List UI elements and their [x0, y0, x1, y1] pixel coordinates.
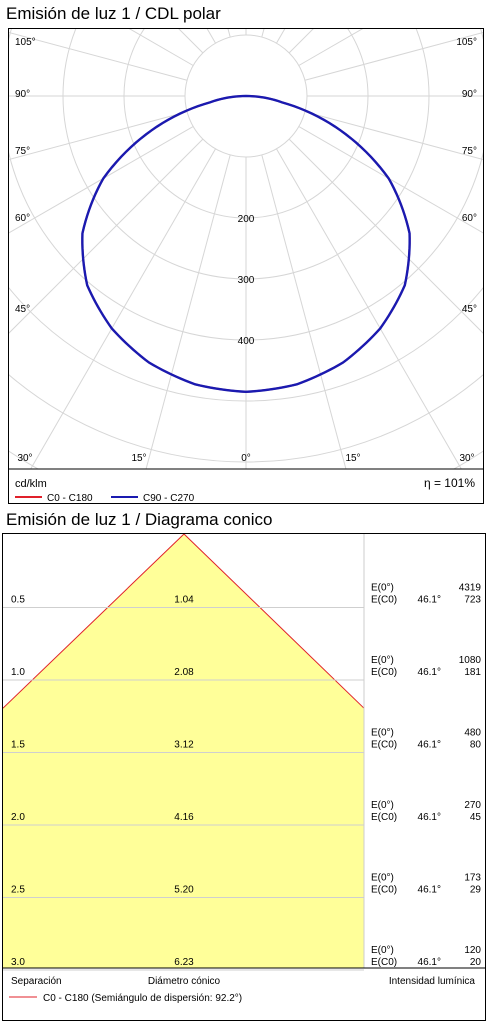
- ec0-label: E(C0): [371, 667, 397, 678]
- ec0-value: 723: [464, 595, 481, 606]
- cone-edge-left: [3, 534, 185, 709]
- grid-ray: [276, 148, 462, 469]
- diameter-value: 5.20: [174, 885, 194, 896]
- angle-label: 60°: [462, 213, 477, 224]
- e0-label: E(0°): [371, 583, 394, 594]
- grid-ray: [298, 126, 483, 234]
- radial-tick-label: 200: [238, 214, 255, 225]
- diameter-value: 2.08: [174, 667, 194, 678]
- grid-ray: [145, 154, 231, 469]
- angle-label: 90°: [15, 89, 30, 100]
- polar-chart: 200 300 400 105° 105° 90° 90° 75° 75° 60° 60° 45° 45…: [9, 29, 483, 503]
- diameter-value: 6.23: [174, 957, 194, 968]
- separation-value: 2.5: [11, 885, 25, 896]
- grid-ray: [304, 111, 483, 161]
- cone-area: [3, 534, 364, 968]
- angle-label: 75°: [15, 146, 30, 157]
- angle-label: 45°: [462, 304, 477, 315]
- diameter-value: 1.04: [174, 595, 194, 606]
- half-angle-value: 46.1°: [418, 740, 441, 751]
- grid-ray: [9, 138, 204, 334]
- e0-label: E(0°): [371, 945, 394, 956]
- legend-c0-label: C0 - C180: [47, 493, 93, 503]
- e0-label: E(0°): [371, 655, 394, 666]
- series-curve-c90-c270: [81, 94, 411, 394]
- ec0-value: 29: [470, 885, 482, 896]
- ec0-label: E(C0): [371, 885, 397, 896]
- grid-ray: [178, 29, 204, 54]
- e0-label: E(0°): [371, 873, 394, 884]
- radial-tick-label: 400: [238, 336, 255, 347]
- ec0-label: E(C0): [371, 957, 397, 968]
- cone-panel: 0.5 1.04 E(0°) 4319 E(C0) 46.1° 723 1.0 2.08 E(0°…: [2, 533, 486, 1021]
- ec0-value: 80: [470, 740, 482, 751]
- half-angle-value: 46.1°: [418, 812, 441, 823]
- e0-value: 120: [464, 945, 481, 956]
- grid-ray: [9, 111, 188, 161]
- cone-legend-label: C0 - C180 (Semiángulo de dispersión: 92.…: [43, 993, 242, 1004]
- angle-label: 15°: [131, 453, 146, 464]
- col-separation-label: Separación: [11, 976, 62, 987]
- half-angle-value: 46.1°: [418, 957, 441, 968]
- e0-label: E(0°): [371, 800, 394, 811]
- cone-edge-right: [183, 534, 365, 709]
- grid-ray: [288, 29, 314, 54]
- angle-label: 45°: [15, 304, 30, 315]
- unit-label: cd/klm: [15, 478, 47, 490]
- diameter-value: 4.16: [174, 812, 194, 823]
- e0-value: 4319: [459, 583, 482, 594]
- cone-title: Emisión de luz 1 / Diagrama conico: [6, 510, 273, 529]
- ec0-label: E(C0): [371, 812, 397, 823]
- half-angle-value: 46.1°: [418, 595, 441, 606]
- e0-value: 173: [464, 873, 481, 884]
- separation-value: 1.0: [11, 667, 25, 678]
- angle-label: 105°: [456, 37, 477, 48]
- separation-value: 0.5: [11, 595, 25, 606]
- grid-ray: [9, 31, 188, 81]
- ec0-value: 181: [464, 667, 481, 678]
- ec0-label: E(C0): [371, 740, 397, 751]
- col-intensity-label: Intensidad lumínica: [389, 976, 476, 987]
- radial-tick-label: 300: [238, 275, 255, 286]
- e0-value: 480: [464, 728, 481, 739]
- angle-label: 15°: [345, 453, 360, 464]
- ec0-value: 20: [470, 957, 482, 968]
- angle-label: 75°: [462, 146, 477, 157]
- grid-ray: [261, 154, 347, 469]
- separation-value: 3.0: [11, 957, 25, 968]
- angle-label: 30°: [459, 453, 474, 464]
- cone-chart: 0.5 1.04 E(0°) 4319 E(C0) 46.1° 723 1.0 2.08 E(0°…: [3, 534, 485, 1004]
- separation-value: 1.5: [11, 740, 25, 751]
- legend-c90-label: C90 - C270: [143, 493, 195, 503]
- e0-value: 1080: [459, 655, 482, 666]
- polar-panel: 200 300 400 105° 105° 90° 90° 75° 75° 60° 60° 45° 45…: [8, 28, 484, 504]
- efficiency-label: η = 101%: [424, 476, 475, 490]
- angle-label: 105°: [15, 37, 36, 48]
- half-angle-value: 46.1°: [418, 885, 441, 896]
- e0-value: 270: [464, 800, 481, 811]
- half-angle-value: 46.1°: [418, 667, 441, 678]
- col-diameter-label: Diámetro cónico: [148, 976, 221, 987]
- diameter-value: 3.12: [174, 740, 194, 751]
- grid-ray: [288, 138, 483, 334]
- grid-ray: [30, 148, 216, 469]
- grid-ray: [9, 126, 194, 234]
- angle-label: 30°: [17, 453, 32, 464]
- angle-label: 90°: [462, 89, 477, 100]
- angle-label: 0°: [241, 453, 251, 464]
- ec0-value: 45: [470, 812, 482, 823]
- angle-label: 60°: [15, 213, 30, 224]
- ec0-label: E(C0): [371, 595, 397, 606]
- polar-title: Emisión de luz 1 / CDL polar: [6, 4, 221, 23]
- grid-ray: [128, 29, 194, 66]
- e0-label: E(0°): [371, 728, 394, 739]
- grid-ray: [304, 31, 483, 81]
- separation-value: 2.0: [11, 812, 25, 823]
